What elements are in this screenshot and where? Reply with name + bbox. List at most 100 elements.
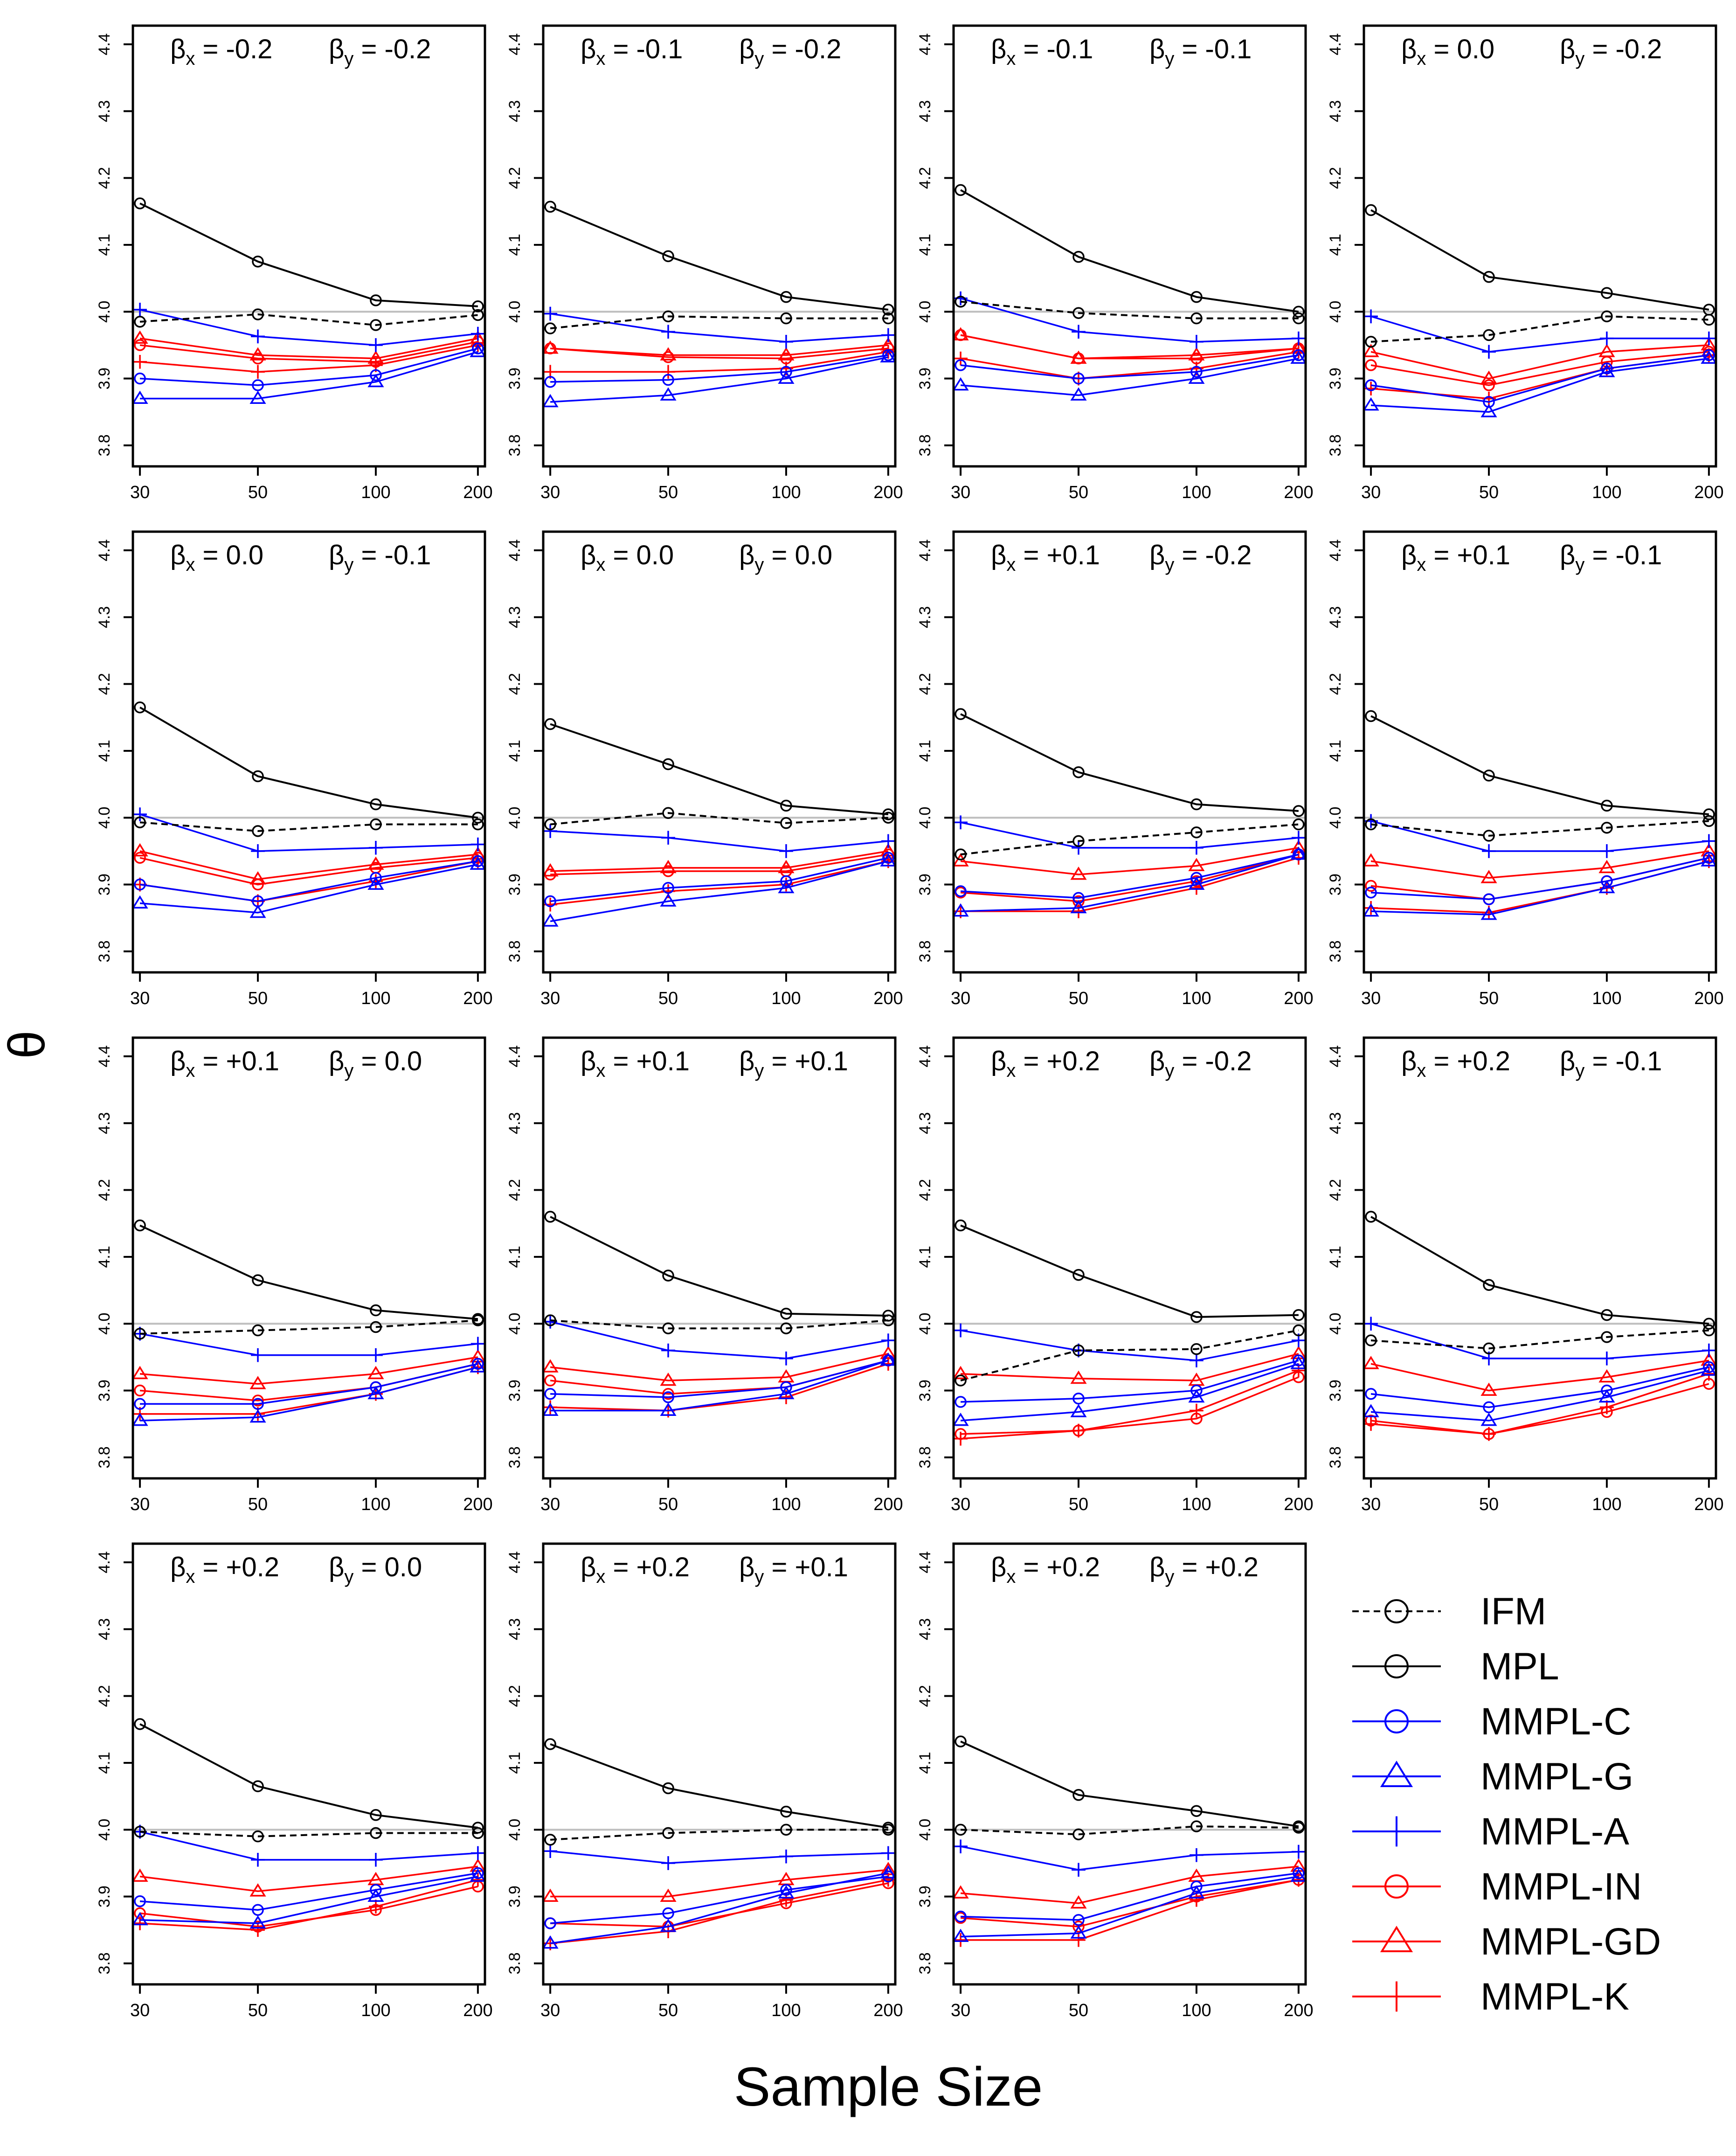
data-point xyxy=(662,1827,674,1839)
y-tick-label: 3.9 xyxy=(916,1886,934,1907)
series-line xyxy=(1370,1323,1709,1359)
data-point xyxy=(954,1396,967,1408)
data-point xyxy=(472,1313,484,1325)
data-point xyxy=(252,352,264,365)
data-point xyxy=(1190,291,1203,303)
data-point xyxy=(134,316,146,328)
y-tick-label: 4.1 xyxy=(916,1246,934,1268)
data-point xyxy=(954,1839,968,1854)
x-tick-label: 50 xyxy=(1479,989,1499,1008)
series-line xyxy=(550,351,889,373)
data-point xyxy=(1601,1384,1613,1397)
y-tick-label: 3.8 xyxy=(96,1446,113,1468)
data-point xyxy=(1072,325,1086,339)
series-mmpl-in xyxy=(954,1371,1305,1440)
series-mmpl-g xyxy=(542,1865,897,1949)
series-line xyxy=(960,821,1299,849)
data-point xyxy=(544,1738,556,1750)
legend-marker xyxy=(1381,1816,1412,1847)
data-point xyxy=(252,1904,264,1916)
x-tick-label: 30 xyxy=(540,989,560,1008)
series-ifm xyxy=(954,818,1305,860)
data-point xyxy=(880,1345,897,1359)
data-point xyxy=(1598,364,1615,377)
panel-frame xyxy=(1363,530,1717,974)
panel-title-beta-x: βx = -0.1 xyxy=(581,34,683,69)
series-line xyxy=(960,354,1299,380)
series-line xyxy=(139,813,478,852)
data-point xyxy=(249,871,266,885)
x-tick-label: 200 xyxy=(873,2001,903,2020)
panel-title-beta-x: βx = -0.1 xyxy=(991,34,1093,69)
panel-title-beta-y: βy = +0.1 xyxy=(739,1046,848,1081)
data-point xyxy=(544,818,556,831)
data-point xyxy=(1190,1384,1203,1397)
series-line xyxy=(960,853,1299,902)
y-tick-label: 4.3 xyxy=(916,100,934,122)
series-mmpl-c xyxy=(954,848,1305,904)
panel-frame xyxy=(952,24,1307,468)
data-point xyxy=(131,1868,148,1882)
data-point xyxy=(1365,887,1377,899)
y-tick-label: 3.8 xyxy=(916,940,934,962)
x-tick-label: 50 xyxy=(1069,989,1088,1008)
legend-label: MMPL-G xyxy=(1480,1755,1633,1798)
data-point xyxy=(1290,1356,1307,1369)
y-tick-label: 3.9 xyxy=(96,1380,113,1401)
data-point xyxy=(662,1391,674,1403)
data-point xyxy=(544,1211,556,1223)
data-point xyxy=(1365,818,1377,831)
data-point xyxy=(370,818,382,831)
series-line xyxy=(1370,209,1709,311)
y-tick-label: 4.4 xyxy=(96,539,113,561)
data-point xyxy=(952,1366,969,1380)
series-mmpl-k xyxy=(954,851,1306,918)
x-tick-label: 50 xyxy=(1479,483,1499,502)
data-point xyxy=(1072,1393,1085,1405)
series-line xyxy=(960,713,1299,812)
data-point xyxy=(1483,396,1495,408)
data-point xyxy=(779,334,793,349)
data-point xyxy=(1601,875,1613,887)
y-tick-label: 3.8 xyxy=(96,434,113,456)
x-tick-label: 30 xyxy=(951,989,970,1008)
data-point xyxy=(472,309,484,321)
series-line xyxy=(139,1333,478,1356)
data-point xyxy=(1363,397,1379,411)
series-mmpl-c xyxy=(954,349,1305,385)
data-point xyxy=(662,374,674,386)
data-point xyxy=(1293,848,1305,860)
series-mmpl-gd xyxy=(131,1349,486,1389)
data-point xyxy=(882,304,894,316)
series-mmpl-g xyxy=(542,1352,897,1416)
panel-frame xyxy=(131,1036,486,1480)
y-tick-label: 4.4 xyxy=(506,539,524,561)
data-point xyxy=(1190,1820,1203,1832)
data-point xyxy=(1190,1353,1203,1368)
y-tick-label: 4.0 xyxy=(1327,1313,1344,1335)
data-point xyxy=(1601,362,1613,374)
x-tick-label: 100 xyxy=(361,1495,390,1514)
data-point xyxy=(470,856,486,870)
data-point xyxy=(1290,839,1307,853)
data-point xyxy=(882,811,894,824)
y-tick-label: 4.1 xyxy=(1327,1246,1344,1268)
series-mmpl-c xyxy=(954,1867,1305,1926)
data-point xyxy=(472,811,484,824)
data-point xyxy=(1070,387,1087,401)
x-tick-label: 50 xyxy=(658,2001,678,2020)
series-mpl xyxy=(134,1219,484,1325)
data-point xyxy=(1480,404,1497,417)
series-mpl xyxy=(954,708,1305,817)
data-point xyxy=(370,1884,382,1896)
x-tick-label: 50 xyxy=(658,989,678,1008)
y-tick-label: 4.4 xyxy=(96,1551,113,1573)
series-line xyxy=(961,1825,1299,1836)
y-tick-label: 3.9 xyxy=(916,367,934,389)
y-tick-label: 3.8 xyxy=(1327,940,1344,962)
chart-panel: 3.8 3.9 4.0 4.1 4.2 4.3 4.4 30 50 100 200 βx = +0.1… xyxy=(96,1036,493,1514)
y-tick-label: 4.1 xyxy=(96,1246,113,1268)
legend-marker xyxy=(1380,1761,1413,1787)
legend-marker xyxy=(1380,1926,1413,1952)
x-tick-label: 200 xyxy=(463,2001,492,2020)
